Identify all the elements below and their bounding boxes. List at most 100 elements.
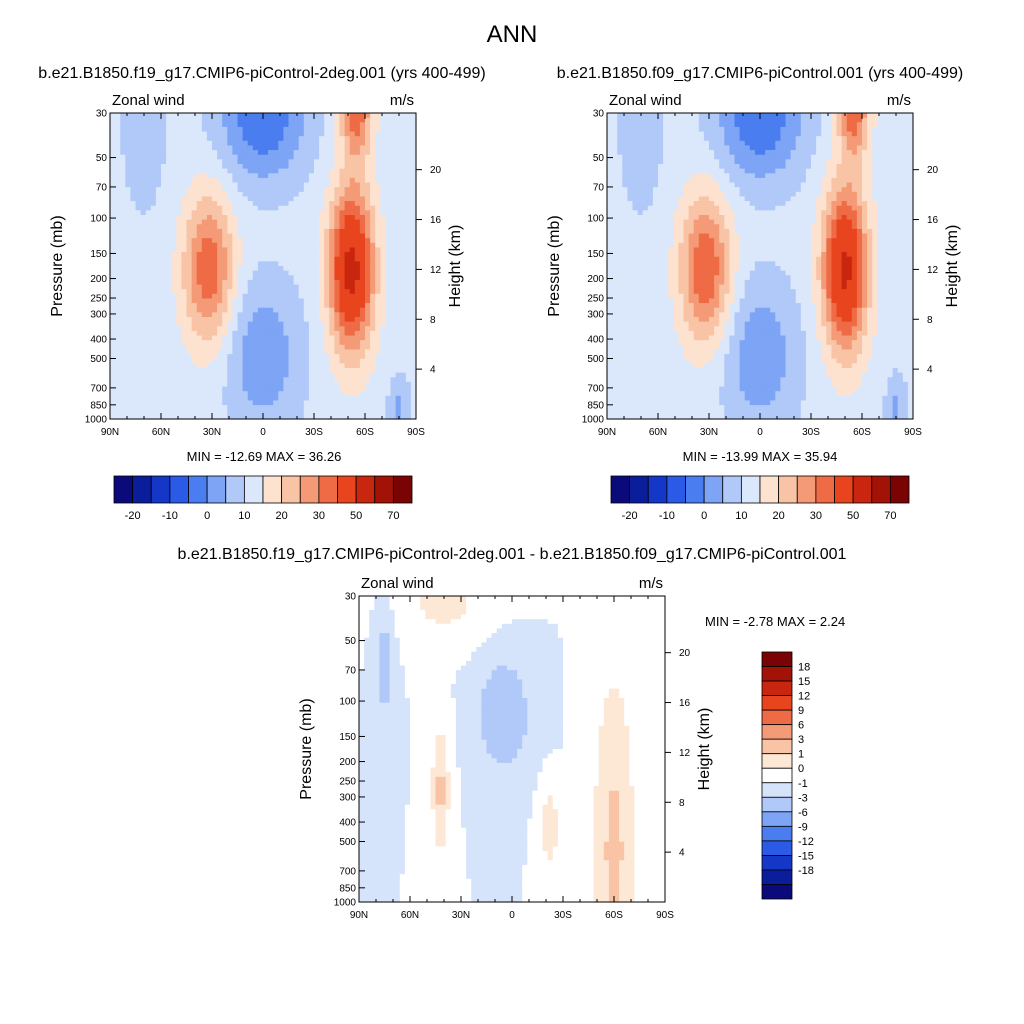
field-cell	[135, 140, 142, 147]
field-cell	[344, 247, 351, 253]
field-cell	[344, 372, 351, 378]
field-cell	[324, 400, 330, 406]
field-cell	[314, 405, 320, 411]
field-cell	[257, 177, 264, 184]
field-cell	[907, 145, 914, 151]
field-cell	[836, 168, 843, 174]
field-cell	[678, 177, 685, 184]
field-cell	[206, 159, 213, 165]
field-cell	[405, 256, 412, 262]
field-cell	[324, 317, 330, 323]
field-cell	[314, 228, 320, 235]
field-cell	[344, 395, 351, 402]
field-cell	[140, 368, 147, 374]
field-cell	[252, 321, 259, 327]
field-cell	[293, 386, 300, 392]
field-cell	[744, 140, 751, 147]
field-cell	[344, 205, 351, 211]
field-cell	[237, 391, 244, 397]
field-cell	[303, 340, 310, 346]
field-cell	[359, 140, 366, 147]
field-cell	[288, 173, 295, 179]
field-cell	[380, 354, 386, 360]
field-cell	[410, 224, 417, 230]
field-cell	[263, 298, 269, 304]
field-cell	[739, 168, 746, 174]
field-cell	[161, 405, 167, 411]
field-cell	[395, 358, 402, 364]
field-cell	[273, 205, 279, 211]
field-cell	[862, 140, 868, 147]
field-cell	[365, 395, 371, 402]
field-cell	[370, 224, 376, 230]
field-cell	[196, 293, 203, 300]
field-cell	[354, 173, 361, 179]
field-cell	[227, 159, 233, 165]
field-cell	[339, 266, 346, 272]
field-cell	[370, 219, 376, 225]
field-cell	[359, 168, 366, 174]
field-cell	[232, 363, 239, 369]
field-cell	[642, 140, 649, 147]
field-cell	[637, 140, 644, 147]
field-cell	[161, 182, 167, 188]
field-cell	[339, 354, 346, 360]
field-cell	[268, 238, 274, 244]
field-cell	[658, 136, 664, 142]
field-cell	[410, 358, 417, 364]
field-cell	[354, 117, 361, 123]
field-cell	[206, 117, 213, 123]
field-cell	[191, 228, 198, 235]
field-cell	[334, 386, 341, 392]
field-cell	[263, 252, 269, 258]
field-cell	[140, 317, 147, 323]
field-cell	[709, 136, 715, 142]
field-cell	[354, 409, 361, 415]
field-cell	[181, 381, 188, 388]
field-cell	[344, 164, 351, 170]
field-cell	[410, 196, 417, 202]
field-cell	[339, 275, 346, 281]
field-cell	[140, 289, 147, 295]
field-cell	[263, 173, 269, 179]
field-cell	[405, 191, 412, 198]
field-cell	[308, 131, 315, 137]
field-cell	[354, 270, 361, 276]
field-cell	[196, 368, 203, 374]
field-cell	[892, 131, 899, 137]
field-cell	[308, 191, 315, 198]
field-cell	[115, 270, 121, 276]
field-cell	[882, 159, 889, 165]
field-cell	[724, 131, 730, 137]
field-cell	[339, 307, 346, 313]
field-cell	[375, 293, 381, 300]
field-cell	[181, 159, 188, 165]
field-cell	[150, 363, 157, 369]
field-cell	[161, 321, 167, 327]
field-cell	[308, 238, 315, 244]
field-cell	[227, 321, 233, 327]
field-cell	[380, 224, 386, 230]
field-cell	[110, 340, 116, 346]
field-cell	[344, 293, 351, 300]
field-cell	[212, 275, 218, 281]
field-cell	[867, 168, 873, 174]
field-cell	[191, 368, 198, 374]
field-cell	[293, 126, 300, 133]
field-cell	[678, 168, 685, 174]
field-cell	[642, 159, 649, 165]
field-cell	[171, 363, 177, 369]
field-cell	[135, 344, 142, 351]
field-cell	[410, 131, 417, 137]
field-cell	[288, 372, 295, 378]
field-cell	[354, 326, 361, 332]
field-cell	[120, 256, 126, 262]
field-cell	[642, 150, 649, 156]
field-cell	[375, 177, 381, 184]
field-cell	[663, 164, 669, 170]
field-cell	[268, 335, 274, 341]
field-cell	[693, 131, 700, 137]
field-cell	[135, 247, 142, 253]
field-cell	[765, 145, 771, 151]
field-cell	[298, 395, 305, 402]
